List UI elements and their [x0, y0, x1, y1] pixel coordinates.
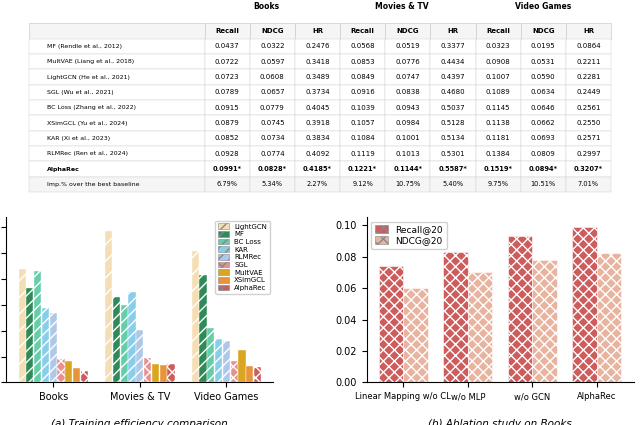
Bar [230, 361, 238, 382]
Bar [200, 275, 207, 382]
Bar [58, 359, 65, 382]
Bar [34, 272, 42, 382]
Bar [508, 236, 532, 382]
Bar [26, 288, 33, 382]
Legend: Recall@20, NDCG@20: Recall@20, NDCG@20 [371, 222, 447, 249]
Text: Books: Books [253, 2, 280, 11]
Bar [152, 364, 159, 382]
Bar [191, 251, 199, 382]
Bar [129, 292, 136, 382]
Bar [532, 260, 557, 382]
Bar [113, 297, 120, 382]
Bar [65, 361, 72, 382]
Bar [136, 329, 143, 382]
Bar [597, 253, 621, 382]
Bar [444, 252, 468, 382]
Bar [144, 358, 151, 382]
Bar [468, 272, 492, 382]
Bar [42, 308, 49, 382]
Bar [50, 313, 57, 382]
Bar [254, 367, 261, 382]
Bar [207, 328, 214, 382]
Bar [159, 365, 167, 382]
Text: (a) Training efficiency comparison: (a) Training efficiency comparison [51, 419, 228, 425]
Bar [19, 269, 26, 382]
Bar [215, 339, 222, 382]
Bar [73, 368, 80, 382]
Bar [379, 266, 403, 382]
Bar [168, 364, 175, 382]
Bar [403, 288, 428, 382]
Text: Video Games: Video Games [515, 2, 571, 11]
Bar [105, 231, 112, 382]
Bar [572, 227, 597, 382]
Bar [246, 366, 253, 382]
Bar [81, 371, 88, 382]
Text: Movies & TV: Movies & TV [375, 2, 428, 11]
Legend: LightGCN, MF, BC Loss, KAR, RLMRec, SGL, MultVAE, XSimGCL, AlphaRec: LightGCN, MF, BC Loss, KAR, RLMRec, SGL,… [216, 221, 270, 294]
Bar [121, 305, 128, 382]
Bar [223, 341, 230, 382]
Text: (b) Ablation study on Books: (b) Ablation study on Books [428, 419, 572, 425]
Bar [239, 350, 246, 382]
